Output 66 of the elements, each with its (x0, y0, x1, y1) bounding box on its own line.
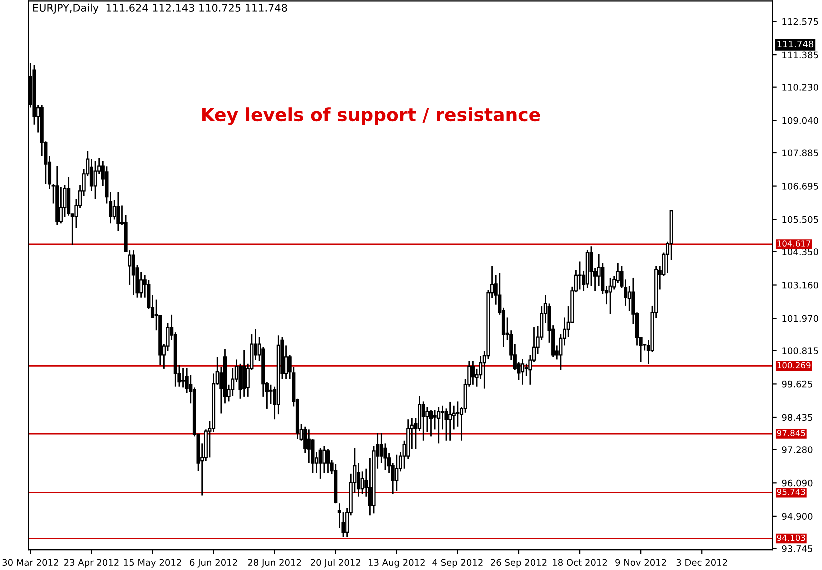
y-tick-label: 98.435 (782, 414, 813, 422)
x-tick-label: 18 Oct 2012 (553, 559, 608, 566)
candlestick (140, 271, 144, 299)
y-tick-label: 101.970 (782, 315, 818, 322)
annotation: Key levels of support / resistance (202, 108, 540, 126)
candlestick (112, 199, 116, 220)
candlestick (116, 191, 120, 232)
ref-line-label: 97.845 (777, 430, 806, 436)
y-tick-label: 106.695 (782, 183, 818, 190)
y-tick-label: 97.280 (782, 446, 813, 454)
candlestick (94, 160, 98, 200)
x-tick-label: 26 Sep 2012 (491, 559, 547, 568)
candlestick (59, 186, 63, 224)
candlestick (521, 358, 525, 386)
y-tick-label: 100.815 (782, 348, 818, 354)
candlestick (590, 246, 594, 288)
candlestick (597, 254, 601, 288)
candlestick (608, 277, 612, 316)
ref-line-label: 94.103 (777, 534, 806, 542)
y-tick-label: 103.160 (782, 282, 818, 289)
y-tick-label: 109.040 (782, 117, 818, 124)
y-tick-label: 104.350 (782, 248, 818, 256)
candlestick (269, 384, 273, 406)
candlestick (524, 363, 528, 378)
x-tick-label: 6 Jun 2012 (190, 559, 238, 568)
y-tick-label: 112.575 (782, 18, 818, 26)
y-tick-label: 99.625 (782, 380, 813, 388)
y-tick-label: 96.090 (782, 480, 813, 487)
y-tick-label: 111.385 (782, 52, 818, 59)
candlestick (471, 360, 475, 386)
candlestick (318, 448, 322, 480)
candlestick (132, 250, 136, 296)
candlestick (433, 409, 437, 430)
candlestick (322, 446, 326, 474)
chart-title: EURJPY,Daily 111.624 112.143 110.725 111.748 (34, 4, 288, 14)
candlestick (326, 448, 330, 474)
x-tick-label: 3 Dec 2012 (676, 559, 728, 566)
candlestick (437, 406, 441, 444)
candlestick (440, 405, 444, 430)
candlestick (395, 454, 399, 492)
y-tick-label: 94.900 (782, 513, 813, 520)
x-tick-label: 28 Jun 2012 (248, 559, 302, 568)
y-tick-label: 105.505 (782, 216, 818, 224)
text: 111.748 (778, 40, 814, 48)
x-tick-label: 20 Jul 2012 (310, 559, 361, 568)
candlestick (456, 401, 460, 428)
candlestick (448, 401, 452, 442)
ref-line-label: 100.269 (778, 362, 811, 369)
candlestick (429, 409, 434, 438)
x-tick-label: 13 Aug 2012 (368, 559, 425, 568)
candlestick (360, 470, 364, 495)
x-tick-label: 30 Mar 2012 (2, 559, 58, 566)
y-tick-label: 107.885 (782, 150, 818, 157)
candlestick (182, 367, 186, 388)
x-tick-label: 15 May 2012 (124, 559, 182, 568)
x-tick-label: 4 Sep 2012 (432, 559, 483, 568)
candlestick (426, 406, 430, 434)
x-tick-label: 23 Apr 2012 (64, 559, 119, 568)
y-tick-label: 110.230 (782, 84, 818, 91)
candlestick (242, 350, 246, 398)
candlestick (422, 401, 426, 442)
x-tick-label: 9 Nov 2012 (616, 559, 666, 566)
ref-line-label: 95.743 (777, 488, 806, 496)
ref-line-label: 104.617 (778, 240, 811, 247)
y-tick-label: 93.745 (782, 546, 813, 552)
candlestick (578, 261, 582, 290)
